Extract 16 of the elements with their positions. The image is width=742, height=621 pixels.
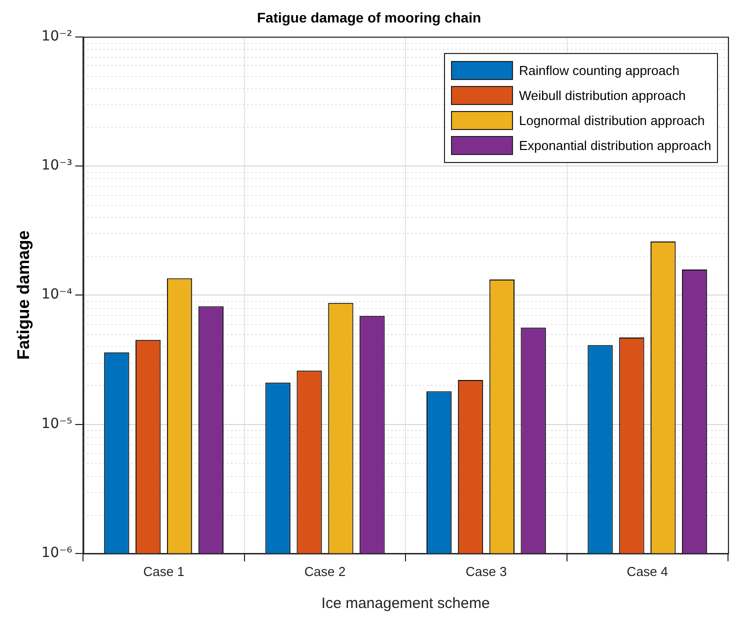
x-axis-title: Ice management scheme (321, 595, 490, 612)
y-tick-label: 10⁻⁶ (41, 545, 73, 562)
x-tick-label: Case 3 (466, 564, 507, 579)
y-tick-label: 10⁻³ (41, 158, 72, 174)
legend-label: Lognormal distribution approach (519, 112, 705, 128)
y-axis-title: Fatigue damage (14, 230, 33, 360)
y-tick-label: 10⁻⁴ (41, 286, 73, 303)
chart-title: Fatigue damage of mooring chain (256, 9, 482, 26)
y-tick-label: 10⁻² (41, 28, 72, 44)
legend-label: Weibull distribution approach (519, 88, 686, 103)
x-tick-label: Case 2 (304, 564, 346, 579)
y-tick-label: 10⁻⁵ (41, 416, 72, 432)
x-tick-label: Case 4 (626, 564, 668, 579)
legend-label: Rainflow counting approach (519, 62, 680, 78)
x-tick-label: Case 1 (143, 564, 184, 579)
legend-label: Exponantial distribution approach (519, 138, 712, 153)
